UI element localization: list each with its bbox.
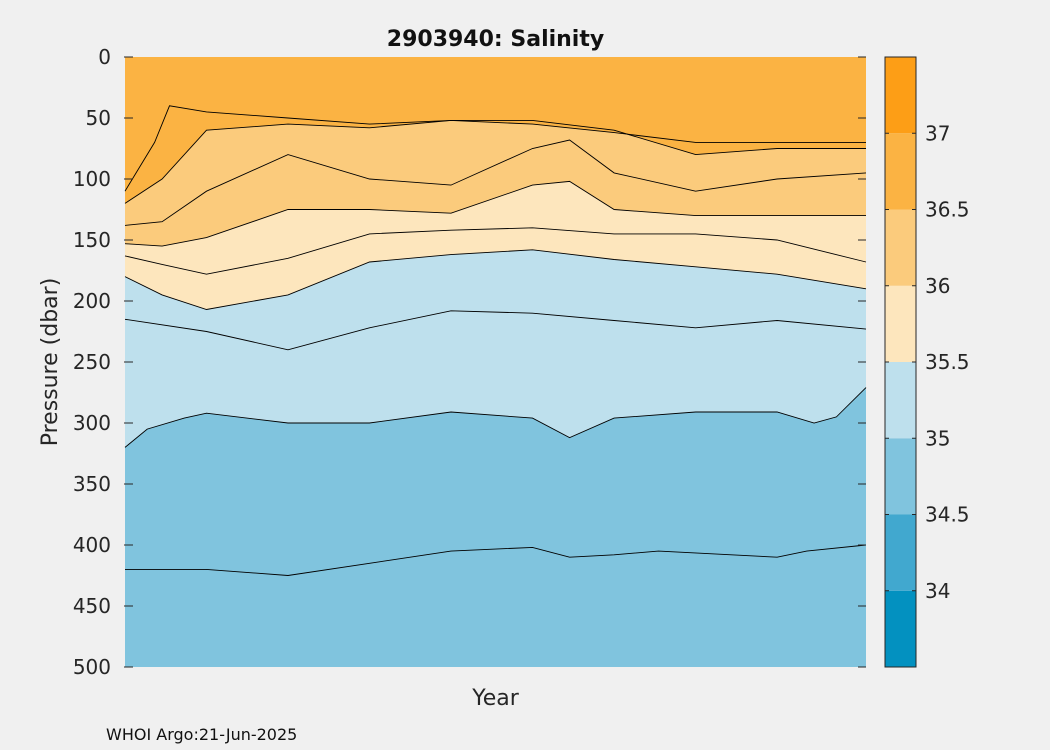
y-tick-label: 400 [73,533,111,557]
colorbar-band [885,57,916,134]
contour-line-35-25 [124,310,867,351]
y-tick-label: 250 [73,350,111,374]
colorbar-tick-label: 35 [925,426,950,450]
y-tick-label: 500 [73,655,111,679]
colorbar-band [885,133,916,210]
y-tick-label: 350 [73,472,111,496]
y-axis-label: Pressure (dbar) [38,278,63,447]
y-tick-label: 300 [73,411,111,435]
colorbar-band [885,438,916,515]
colorbar-tick-label: 37 [925,121,950,145]
contour-line-35-5 [124,249,867,310]
colorbar-tick-label: 35.5 [925,350,970,374]
contour-line-35 [124,387,867,448]
y-tick-label: 50 [86,106,111,130]
colorbar-band [885,285,916,362]
colorbar-tick-label: 36.5 [925,198,970,222]
y-tick-label: 0 [98,45,111,69]
x-axis-label: Year [471,686,520,711]
colorbar-tick-label: 36 [925,274,950,298]
colorbar-band [885,590,916,667]
contour-line-34-75 [125,544,867,576]
y-tick-label: 200 [73,289,111,313]
colorbar-band [885,209,916,286]
colorbar-band [885,514,916,591]
footer-credit: WHOI Argo:21-Jun-2025 [106,725,298,744]
colorbar-band [885,362,916,439]
colorbar-tick-label: 34.5 [925,503,970,527]
chart-title: 2903940: Salinity [387,27,604,52]
y-tick-label: 450 [73,594,111,618]
contour-line-36 [124,180,866,247]
colorbar-tick-label: 34 [925,579,950,603]
contour-line-35-75 [124,227,867,275]
contour-fill-36-75 [125,57,866,192]
contour-line-36-75 [124,105,866,192]
y-tick-label: 150 [73,228,111,252]
contour-line-36-25 [124,139,867,226]
y-tick-label: 100 [73,167,111,191]
